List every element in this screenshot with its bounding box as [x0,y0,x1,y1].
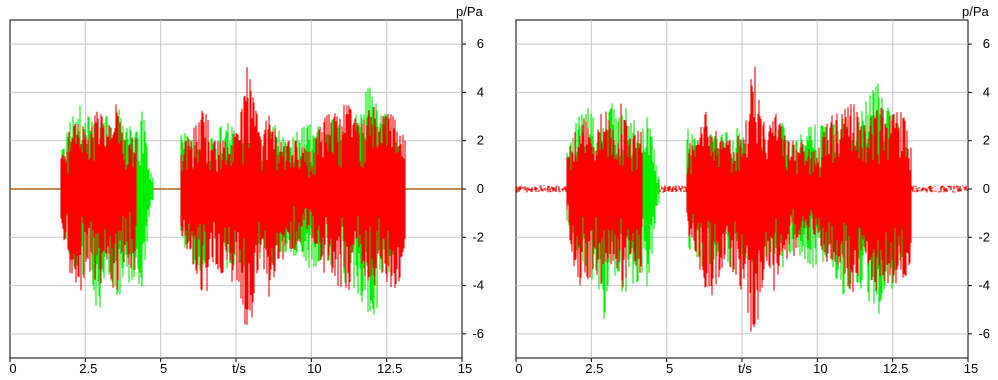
red-series-trace [566,66,912,332]
x-tick-label: 2.5 [79,361,97,376]
y-tick-label: -4 [472,278,484,293]
x-tick-label: 10 [813,361,827,376]
x-tick-label: 10 [307,361,321,376]
y-tick-label: 6 [477,36,484,51]
y-tick-label: 4 [983,84,990,99]
y-axis-unit-label: p/Pa [456,4,484,19]
y-axis-unit-label: p/Pa [962,4,990,19]
x-tick-label: 12.5 [377,361,402,376]
plot-traces [10,67,462,325]
x-tick-label: 2.5 [585,361,603,376]
y-tick-label: -6 [978,326,990,341]
x-tick-label: 15 [458,361,472,376]
y-tick-label: -2 [978,229,990,244]
x-tick-label: 15 [964,361,978,376]
y-tick-label: -6 [472,326,484,341]
x-tick-label: 12.5 [883,361,908,376]
plot-traces [516,66,968,332]
y-tick-label: 0 [477,181,484,196]
x-tick-label: 0 [515,361,522,376]
right-chart-panel: -6 -4 -2 0 2 4 6 p/Pa 0 2.5 5 t/s 10 12.5 15 [515,4,990,376]
x-tick-label: 5 [160,361,167,376]
y-tick-label: 0 [983,181,990,196]
y-tick-label: 2 [477,133,484,148]
red-series-trace [60,67,406,325]
y-tick-label: -2 [472,229,484,244]
y-tick-label: 6 [983,36,990,51]
y-tick-label: 4 [477,84,484,99]
y-tick-label: 2 [983,133,990,148]
x-tick-label: 5 [666,361,673,376]
x-axis-label: t/s [232,361,246,376]
left-chart-panel: -6 -4 -2 0 2 4 6 p/Pa 0 2.5 5 t/s 10 12.5 15 [9,4,484,376]
x-axis-label: t/s [738,361,752,376]
y-tick-label: -4 [978,278,990,293]
x-tick-label: 0 [9,361,16,376]
